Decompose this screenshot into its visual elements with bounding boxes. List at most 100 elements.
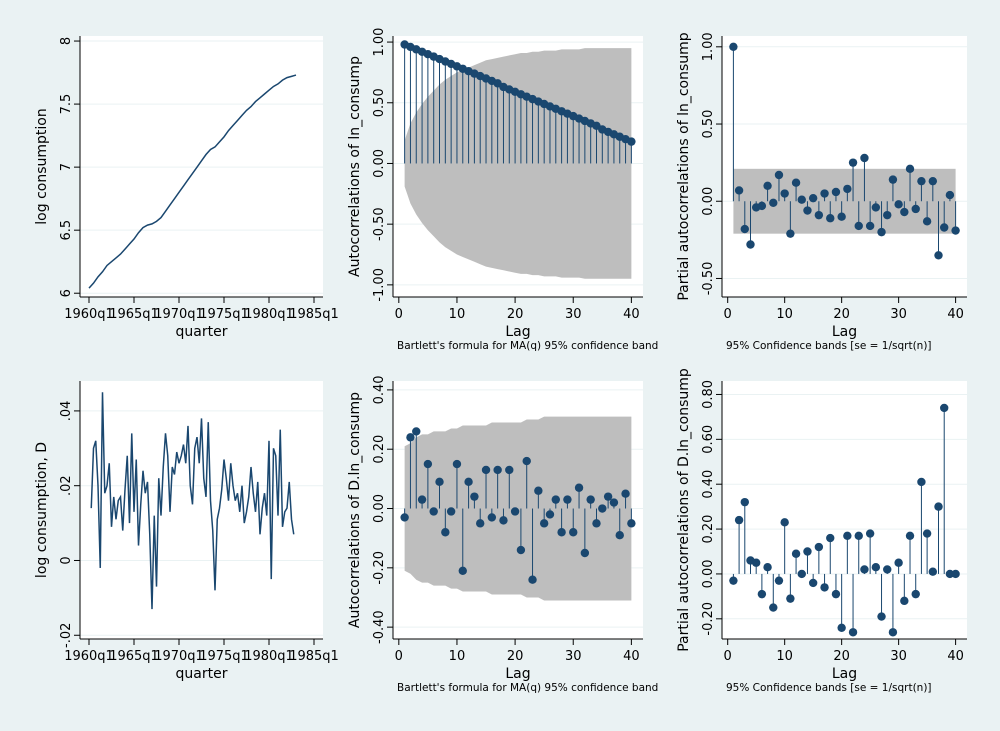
y-tick-label: 0.20: [372, 435, 387, 464]
y-tick-label: 8: [59, 37, 74, 45]
lag-point: [860, 565, 869, 574]
lag-point: [510, 507, 520, 516]
lag-point: [734, 186, 744, 195]
lag-point: [848, 158, 858, 167]
x-tick-label: 20: [507, 649, 524, 664]
lag-point: [470, 492, 479, 501]
lag-point: [814, 542, 824, 552]
y-tick-label: -0.20: [701, 602, 716, 636]
lag-point: [528, 575, 537, 584]
lag-point: [814, 210, 824, 220]
x-tick-label: 1980q1: [244, 649, 294, 664]
lag-point: [729, 576, 738, 585]
lag-point: [865, 221, 875, 231]
x-tick-label: 1965q1: [109, 649, 159, 664]
lag-point: [505, 465, 514, 475]
chart-log-consumption: 6 6.5 7 7.5 8 1960q11965q11970q11975q11980q11…: [34, 36, 339, 340]
lag-point: [740, 224, 749, 234]
lag-point: [848, 628, 858, 637]
lag-point: [911, 589, 920, 599]
lag-point: [911, 204, 920, 214]
lag-point: [826, 533, 835, 543]
lag-point: [820, 189, 829, 198]
x-tick-label: 40: [947, 649, 964, 664]
x-tick-label: 0: [395, 307, 403, 322]
lag-point: [551, 495, 560, 504]
lag-point: [928, 567, 938, 576]
lag-point: [423, 459, 433, 469]
lag-point: [922, 529, 932, 538]
x-tick-label: 1975q1: [199, 307, 249, 322]
lag-point: [769, 603, 778, 612]
y-tick-label: 0.40: [372, 375, 387, 404]
lag-point: [481, 465, 491, 475]
y-tick-label: 0.60: [701, 425, 716, 454]
y-tick-label: 0.00: [372, 494, 387, 523]
y-tick-label: .04: [59, 401, 74, 422]
lag-point: [831, 589, 841, 599]
lag-point: [769, 198, 778, 207]
lag-point: [400, 513, 409, 522]
lag-point: [854, 531, 863, 540]
lag-point: [780, 518, 789, 527]
x-tick-label: 20: [833, 307, 850, 322]
lag-point: [534, 486, 543, 495]
x-tick-label: 1980q1: [244, 307, 294, 322]
y-tick-label: 6: [59, 289, 74, 297]
x-tick-label: 30: [890, 649, 907, 664]
lag-point: [820, 583, 829, 592]
lag-point: [412, 427, 421, 436]
lag-point: [843, 531, 852, 540]
lag-point: [441, 528, 450, 537]
lag-point: [905, 164, 915, 174]
chart-pacf-ln-consump: -0.50 0.00 0.50 1.00 0 10 20 30 40 Lag Partial aut…: [676, 32, 967, 352]
lag-point: [545, 510, 555, 519]
lag-point: [493, 465, 502, 475]
lag-point: [757, 201, 767, 211]
y-tick-label: -0.40: [372, 610, 387, 644]
lag-point: [740, 497, 749, 507]
lag-point: [586, 495, 595, 504]
lag-point: [476, 519, 485, 528]
plot-area: [722, 381, 967, 639]
y-tick-label: 0.20: [701, 515, 716, 544]
y-axis-title: Autocorrelations of D.ln_consump: [347, 392, 363, 628]
lag-point: [860, 153, 869, 163]
y-tick-label: 0.50: [372, 88, 387, 117]
lag-point: [803, 547, 812, 556]
lag-point: [888, 175, 898, 184]
x-tick-label: 0: [724, 307, 732, 322]
y-tick-label: 7: [59, 163, 74, 171]
y-tick-label: 0: [59, 556, 74, 564]
y-axis-title: log consumption: [34, 108, 50, 224]
lag-point: [522, 456, 531, 466]
y-tick-label: 1.00: [372, 28, 387, 57]
lag-point: [487, 513, 497, 522]
lag-point: [837, 212, 846, 221]
lag-point: [734, 515, 744, 525]
lag-point: [499, 516, 508, 525]
x-tick-label: 10: [449, 649, 466, 664]
lag-point: [615, 531, 624, 540]
y-tick-label: .02: [59, 475, 74, 496]
lag-point: [951, 226, 960, 235]
x-tick-label: 10: [776, 307, 793, 322]
chart-pacf-d-ln-consump: -0.20 0.00 0.20 0.40 0.60 0.80 0 10 20 30 40 Lag Par…: [676, 368, 967, 694]
y-tick-label: 0.00: [701, 559, 716, 588]
lag-point: [803, 206, 812, 215]
lag-point: [951, 569, 960, 579]
lag-point: [894, 200, 903, 209]
series-line: [88, 74, 297, 289]
lag-point: [917, 176, 926, 186]
lag-point: [934, 251, 943, 260]
y-tick-label: -0.20: [372, 551, 387, 585]
lag-point: [871, 203, 881, 212]
chart-log-consumption-diff: -.02 0 .02 .04 1960q11965q11970q11975q11980q…: [34, 381, 339, 682]
x-tick-label: 20: [507, 307, 524, 322]
lag-point: [417, 495, 427, 504]
y-axis-title: Partial autocorrelations of D.ln_consump: [676, 368, 692, 652]
lag-point: [854, 221, 863, 231]
x-axis-title: Lag: [832, 324, 857, 340]
lag-point: [945, 190, 955, 200]
confidence-band: [404, 48, 632, 279]
